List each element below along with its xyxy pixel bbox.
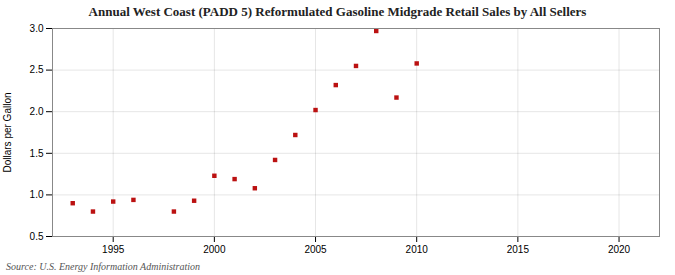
- svg-text:3.0: 3.0: [30, 23, 44, 34]
- html-text:Annual West Coast (PADD 5) Ref: Annual West Coast (PADD 5) Reformulated …: [88, 4, 587, 19]
- html-text:Source: U.S. Energy Informatio: Source: U.S. Energy Information Administ…: [6, 261, 201, 272]
- svg-text:2000: 2000: [203, 244, 226, 255]
- svg-text:2.5: 2.5: [30, 64, 44, 75]
- svg-text:2010: 2010: [406, 244, 429, 255]
- svg-text:1995: 1995: [102, 244, 125, 255]
- svg-text:2.0: 2.0: [30, 106, 44, 117]
- svg-text:2015: 2015: [507, 244, 530, 255]
- svg-text:0.5: 0.5: [30, 231, 44, 242]
- svg-text:Dollars per Gallon: Dollars per Gallon: [2, 92, 13, 172]
- svg-text:2005: 2005: [304, 244, 327, 255]
- svg-text:2020: 2020: [608, 244, 631, 255]
- svg-text:1.0: 1.0: [30, 189, 44, 200]
- svg-text:1.5: 1.5: [30, 148, 44, 159]
